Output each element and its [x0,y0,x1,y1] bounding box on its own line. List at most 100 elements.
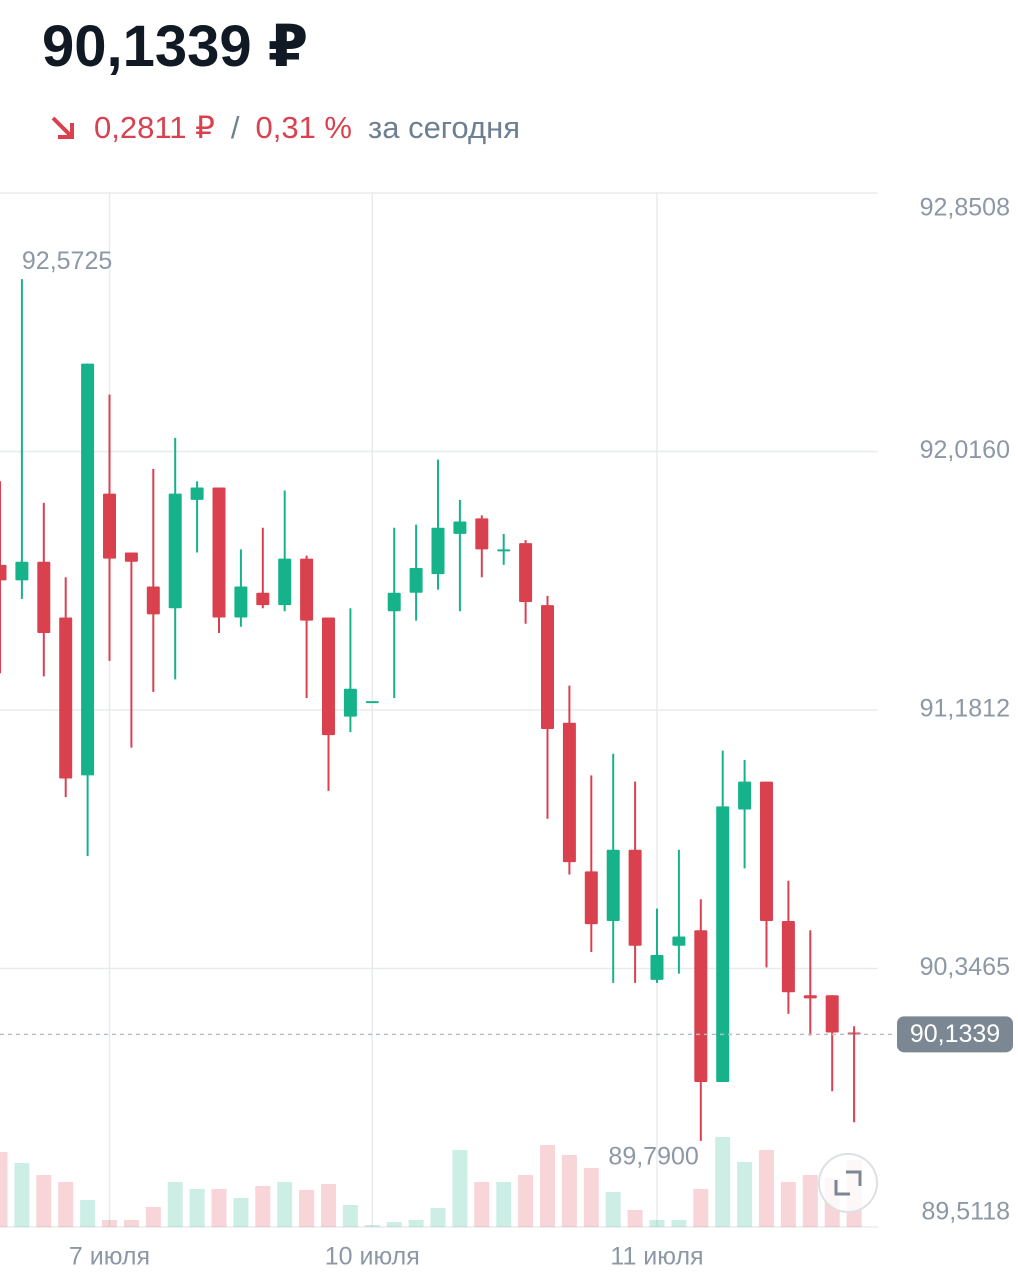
candle-body [431,527,445,575]
volume-bar [780,1182,796,1227]
volume-bar [430,1208,446,1227]
candle-body [519,543,533,603]
volume-bar [408,1220,424,1227]
y-tick-label: 92,8508 [920,194,1010,222]
volume-bar [80,1200,96,1227]
separator: / [230,110,240,145]
candle-body [825,995,839,1033]
x-tick-label: 11 июля [610,1243,703,1271]
y-tick-label: 92,0160 [920,436,1010,464]
period: за сегодня [368,110,520,145]
volume-bar [452,1150,468,1227]
change-pct: 0,31 % [255,110,352,145]
volume-bar [496,1182,512,1227]
volume-bar [58,1182,74,1227]
volume-bar [145,1207,161,1227]
expand-button-bg [818,1153,878,1213]
candle-body [716,806,730,1083]
volume-bar [540,1145,555,1227]
candle-body [738,781,752,810]
candle-body [475,518,489,550]
volume-bar [561,1155,577,1227]
candle-body [562,722,576,863]
candle-body [628,849,642,946]
volume-bar [583,1168,599,1227]
candle-body [300,558,314,621]
min-annotation: 89,7900 [608,1142,698,1170]
candle-body [322,617,335,736]
candle-body [606,849,620,921]
last-price-label: 90,1339 [910,1020,1000,1048]
change-row: 0,2811 ₽ / 0,31 % за сегодня [48,110,520,146]
candle-body [453,521,467,534]
candle-body [541,605,554,729]
candle-body [497,549,511,552]
volume-bar [299,1190,315,1227]
candle-body [650,955,664,980]
candle-body [781,920,795,993]
volume-bar [14,1163,30,1227]
last-price-badge [897,1016,1013,1053]
volume-bar [802,1175,818,1227]
candle-body [256,592,270,606]
candle-body [694,930,708,1083]
volume-bar [693,1189,709,1227]
volume-bar [649,1220,665,1227]
candle-body [37,561,51,633]
volume-bar [605,1192,621,1227]
candle-body [672,936,686,946]
candle-body [168,493,182,609]
volume-bar [342,1205,358,1227]
volume-bar [167,1182,183,1227]
y-tick-label: 90,3465 [920,953,1010,981]
volume-bar [737,1162,753,1227]
candle-body [760,781,773,921]
candle-body [146,586,160,615]
x-tick-label: 10 июля [325,1243,420,1271]
candle-body [103,493,116,559]
volume-bar [627,1210,643,1227]
volume-bar [277,1182,293,1227]
volume-bar [255,1186,271,1227]
candle-body [59,617,73,779]
candle-body [584,871,598,925]
volume-bar [36,1175,52,1227]
volume-bar [715,1137,731,1227]
change-abs: 0,2811 ₽ [94,110,215,145]
candle-body [0,564,7,581]
volume-bar [123,1220,139,1227]
volume-bar [386,1222,402,1227]
candle-body [212,487,226,618]
candle-body [124,552,138,562]
volume-bar [211,1189,227,1227]
volume-bar [759,1150,774,1227]
max-annotation: 92,5725 [22,247,112,275]
volume-bar [671,1220,687,1227]
candle-body [81,363,95,776]
volume-bar [518,1175,534,1227]
price: 90,1339 ₽ [42,14,309,79]
candle-body [15,561,29,581]
candle-body [409,567,423,593]
volume-bar [474,1182,490,1227]
candle-body [387,592,401,612]
expand-button[interactable] [818,1153,878,1213]
y-tick-label: 89,5118 [921,1198,1010,1226]
candle-body [365,701,379,704]
down-arrow-icon [51,116,74,139]
x-tick-label: 7 июля [69,1243,150,1271]
candle-body [343,688,357,717]
candle-body [190,487,204,500]
volume-bar [321,1184,336,1227]
expand-icon [834,1170,862,1196]
volume-bar [189,1189,205,1227]
candle-body [278,558,292,606]
volume-bar [364,1225,380,1227]
candle-body [234,586,248,618]
volume-bar [102,1220,117,1227]
volume-bar [233,1198,249,1227]
volume-bar [0,1152,8,1227]
y-tick-label: 91,1812 [920,695,1010,723]
